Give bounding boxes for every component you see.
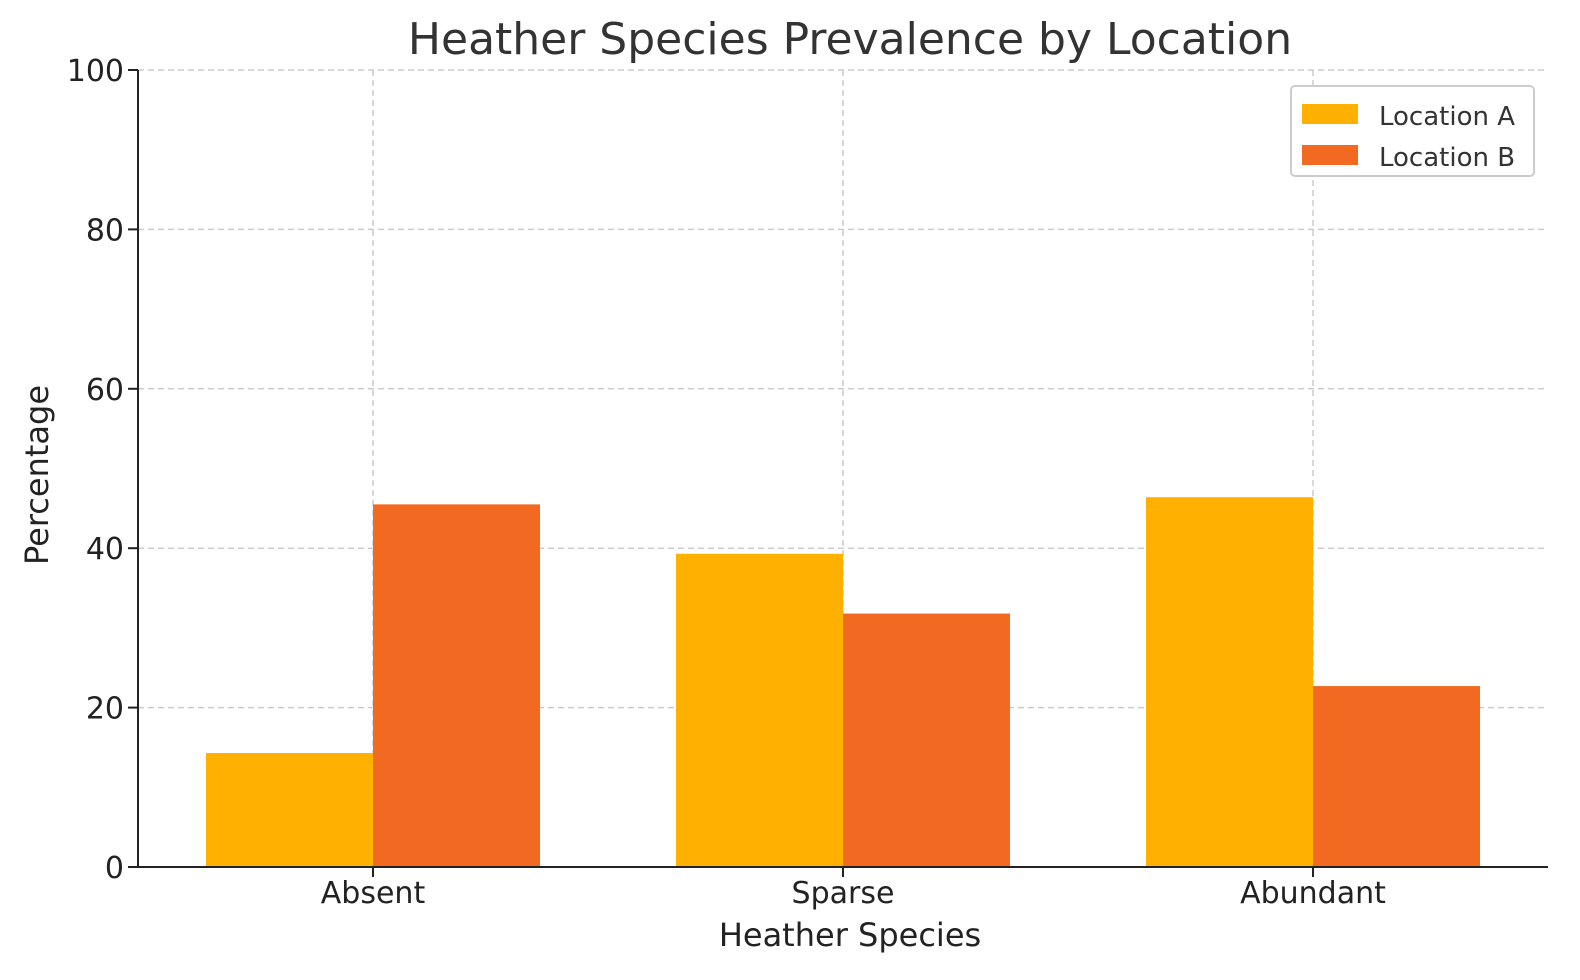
bar-location-a-sparse [676,553,843,867]
y-tick-label: 100 [67,54,124,89]
bar-location-a-abundant [1146,497,1313,867]
bar-location-b-absent [373,504,540,867]
legend: Location A Location B [1290,85,1535,177]
y-tick-label: 0 [105,851,124,886]
legend-label: Location A [1379,102,1515,132]
x-tick-label: Abundant [1240,876,1386,911]
legend-label: Location B [1379,143,1515,173]
bar-location-a-absent [206,753,373,867]
legend-swatch [1302,145,1358,165]
y-tick-label: 20 [86,692,124,727]
x-tick-label: Absent [321,876,426,911]
x-axis-label: Heather Species [719,916,981,954]
bars [206,497,1480,867]
x-tick-label: Sparse [792,876,895,911]
bar-location-b-abundant [1313,686,1480,867]
bar-location-b-sparse [843,613,1010,867]
y-tick-label: 60 [86,373,124,408]
y-tick-label: 80 [86,213,124,248]
legend-swatch [1302,104,1358,124]
chart-title: Heather Species Prevalence by Location [408,14,1292,65]
axes: 0 20 40 60 80 100 Absent Sparse Abundant [67,54,1548,911]
y-tick-label: 40 [86,532,124,567]
y-axis-label: Percentage [18,385,56,565]
